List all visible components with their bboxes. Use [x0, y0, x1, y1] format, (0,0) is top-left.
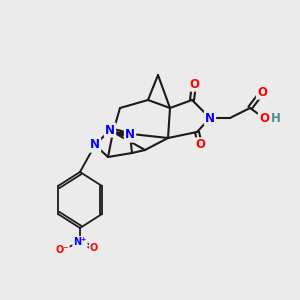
Text: N: N: [90, 139, 100, 152]
Text: N: N: [205, 112, 215, 124]
Text: H: H: [271, 112, 281, 124]
Text: N: N: [125, 128, 135, 142]
Text: O: O: [189, 77, 199, 91]
Text: N⁺: N⁺: [73, 237, 87, 247]
Text: N: N: [105, 124, 115, 136]
Text: O: O: [195, 139, 205, 152]
Text: O: O: [257, 85, 267, 98]
Text: O: O: [90, 243, 98, 253]
Text: O⁻: O⁻: [55, 245, 69, 255]
Text: O: O: [259, 112, 269, 124]
